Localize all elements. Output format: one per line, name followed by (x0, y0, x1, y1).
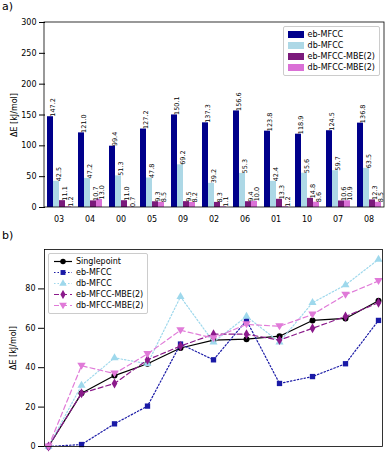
html-text:eb-MFCC: eb-MFCC (76, 268, 112, 277)
svg-text:02: 02 (209, 215, 219, 224)
svg-text:63.5: 63.5 (365, 154, 373, 168)
svg-text:99.4: 99.4 (111, 132, 119, 146)
svg-text:69.2: 69.2 (179, 150, 187, 164)
svg-text:1.2: 1.2 (284, 196, 292, 206)
svg-text:51.3: 51.3 (117, 161, 125, 175)
svg-text:04: 04 (85, 215, 95, 224)
svg-text:8.6: 8.6 (315, 192, 323, 202)
svg-text:10.7: 10.7 (91, 186, 100, 201)
html-text:db-MFCC-MBE(2): db-MFCC-MBE(2) (307, 63, 375, 72)
svg-text:42.5: 42.5 (55, 167, 63, 181)
svg-text:8.5: 8.5 (160, 192, 168, 202)
svg-text:10.0: 10.0 (253, 187, 261, 201)
svg-text:50: 50 (26, 172, 36, 181)
svg-text:42.4: 42.4 (272, 167, 280, 181)
svg-text:20: 20 (25, 403, 35, 412)
html-text:eb-MFCC: eb-MFCC (307, 30, 344, 39)
svg-text:14.8: 14.8 (308, 183, 317, 199)
svg-text:9.4: 9.4 (246, 191, 255, 202)
svg-text:07: 07 (333, 215, 343, 224)
svg-text:9.5: 9.5 (184, 191, 193, 202)
html-text:eb-MFCC-MBE(2): eb-MFCC-MBE(2) (76, 290, 144, 299)
svg-text:10.9: 10.9 (346, 186, 354, 200)
html-text:a): a) (2, 0, 13, 13)
svg-text:ΔE [kJ/mol]: ΔE [kJ/mol] (9, 326, 18, 370)
svg-text:8.3: 8.3 (215, 192, 224, 203)
svg-text:300: 300 (21, 18, 36, 27)
svg-text:08: 08 (364, 215, 374, 224)
svg-text:121.0: 121.0 (80, 114, 88, 133)
svg-text:136.8: 136.8 (359, 105, 367, 124)
svg-text:47.2: 47.2 (86, 164, 94, 178)
svg-text:11.1: 11.1 (60, 186, 69, 201)
svg-text:150.1: 150.1 (173, 96, 181, 115)
svg-text:59.7: 59.7 (334, 156, 342, 170)
svg-text:ΔE [kJ/mol]: ΔE [kJ/mol] (10, 93, 19, 137)
html-text:b): b) (2, 229, 14, 242)
svg-text:47.8: 47.8 (148, 164, 156, 178)
svg-text:127.2: 127.2 (142, 110, 150, 129)
svg-text:13.0: 13.0 (98, 185, 106, 199)
svg-text:40: 40 (25, 363, 35, 372)
svg-text:118.9: 118.9 (297, 116, 305, 135)
svg-text:05: 05 (147, 215, 157, 224)
svg-text:8.2: 8.2 (191, 192, 199, 202)
svg-text:09: 09 (178, 215, 188, 224)
svg-text:0: 0 (31, 203, 36, 212)
svg-text:55.3: 55.3 (241, 159, 249, 173)
html-text:eb-MFCC-MBE(2): eb-MFCC-MBE(2) (307, 52, 375, 61)
svg-text:01: 01 (271, 215, 281, 224)
svg-text:147.2: 147.2 (49, 98, 57, 117)
svg-text:1.2: 1.2 (67, 196, 75, 206)
svg-text:156.6: 156.6 (235, 92, 243, 111)
svg-text:00: 00 (116, 215, 126, 224)
svg-text:06: 06 (240, 215, 250, 224)
svg-text:10.6: 10.6 (339, 186, 348, 201)
svg-text:80: 80 (25, 284, 35, 293)
svg-text:60: 60 (25, 324, 35, 333)
svg-text:39.2: 39.2 (210, 169, 218, 183)
svg-text:0: 0 (30, 442, 35, 451)
svg-text:1.1: 1.1 (222, 196, 230, 206)
svg-text:150: 150 (21, 111, 36, 120)
svg-text:12.3: 12.3 (370, 185, 379, 200)
svg-text:55.6: 55.6 (303, 159, 311, 173)
svg-text:100: 100 (21, 141, 36, 150)
html-text:Singlepoint: Singlepoint (76, 257, 121, 266)
svg-text:0.7: 0.7 (129, 197, 137, 207)
svg-text:11.0: 11.0 (122, 186, 131, 201)
html-text:db-MFCC-MBE(2): db-MFCC-MBE(2) (76, 301, 144, 310)
svg-text:13.3: 13.3 (277, 184, 286, 200)
svg-text:124.5: 124.5 (328, 112, 336, 131)
svg-text:250: 250 (21, 49, 36, 58)
svg-text:8.5: 8.5 (377, 192, 385, 202)
svg-text:200: 200 (21, 80, 36, 89)
svg-text:137.3: 137.3 (204, 104, 212, 123)
html-text:db-MFCC: db-MFCC (76, 279, 112, 288)
svg-text:10: 10 (302, 215, 312, 224)
svg-text:123.8: 123.8 (266, 113, 274, 132)
svg-text:9.3: 9.3 (153, 191, 162, 202)
html-text:db-MFCC: db-MFCC (307, 41, 344, 50)
svg-text:03: 03 (54, 215, 64, 224)
